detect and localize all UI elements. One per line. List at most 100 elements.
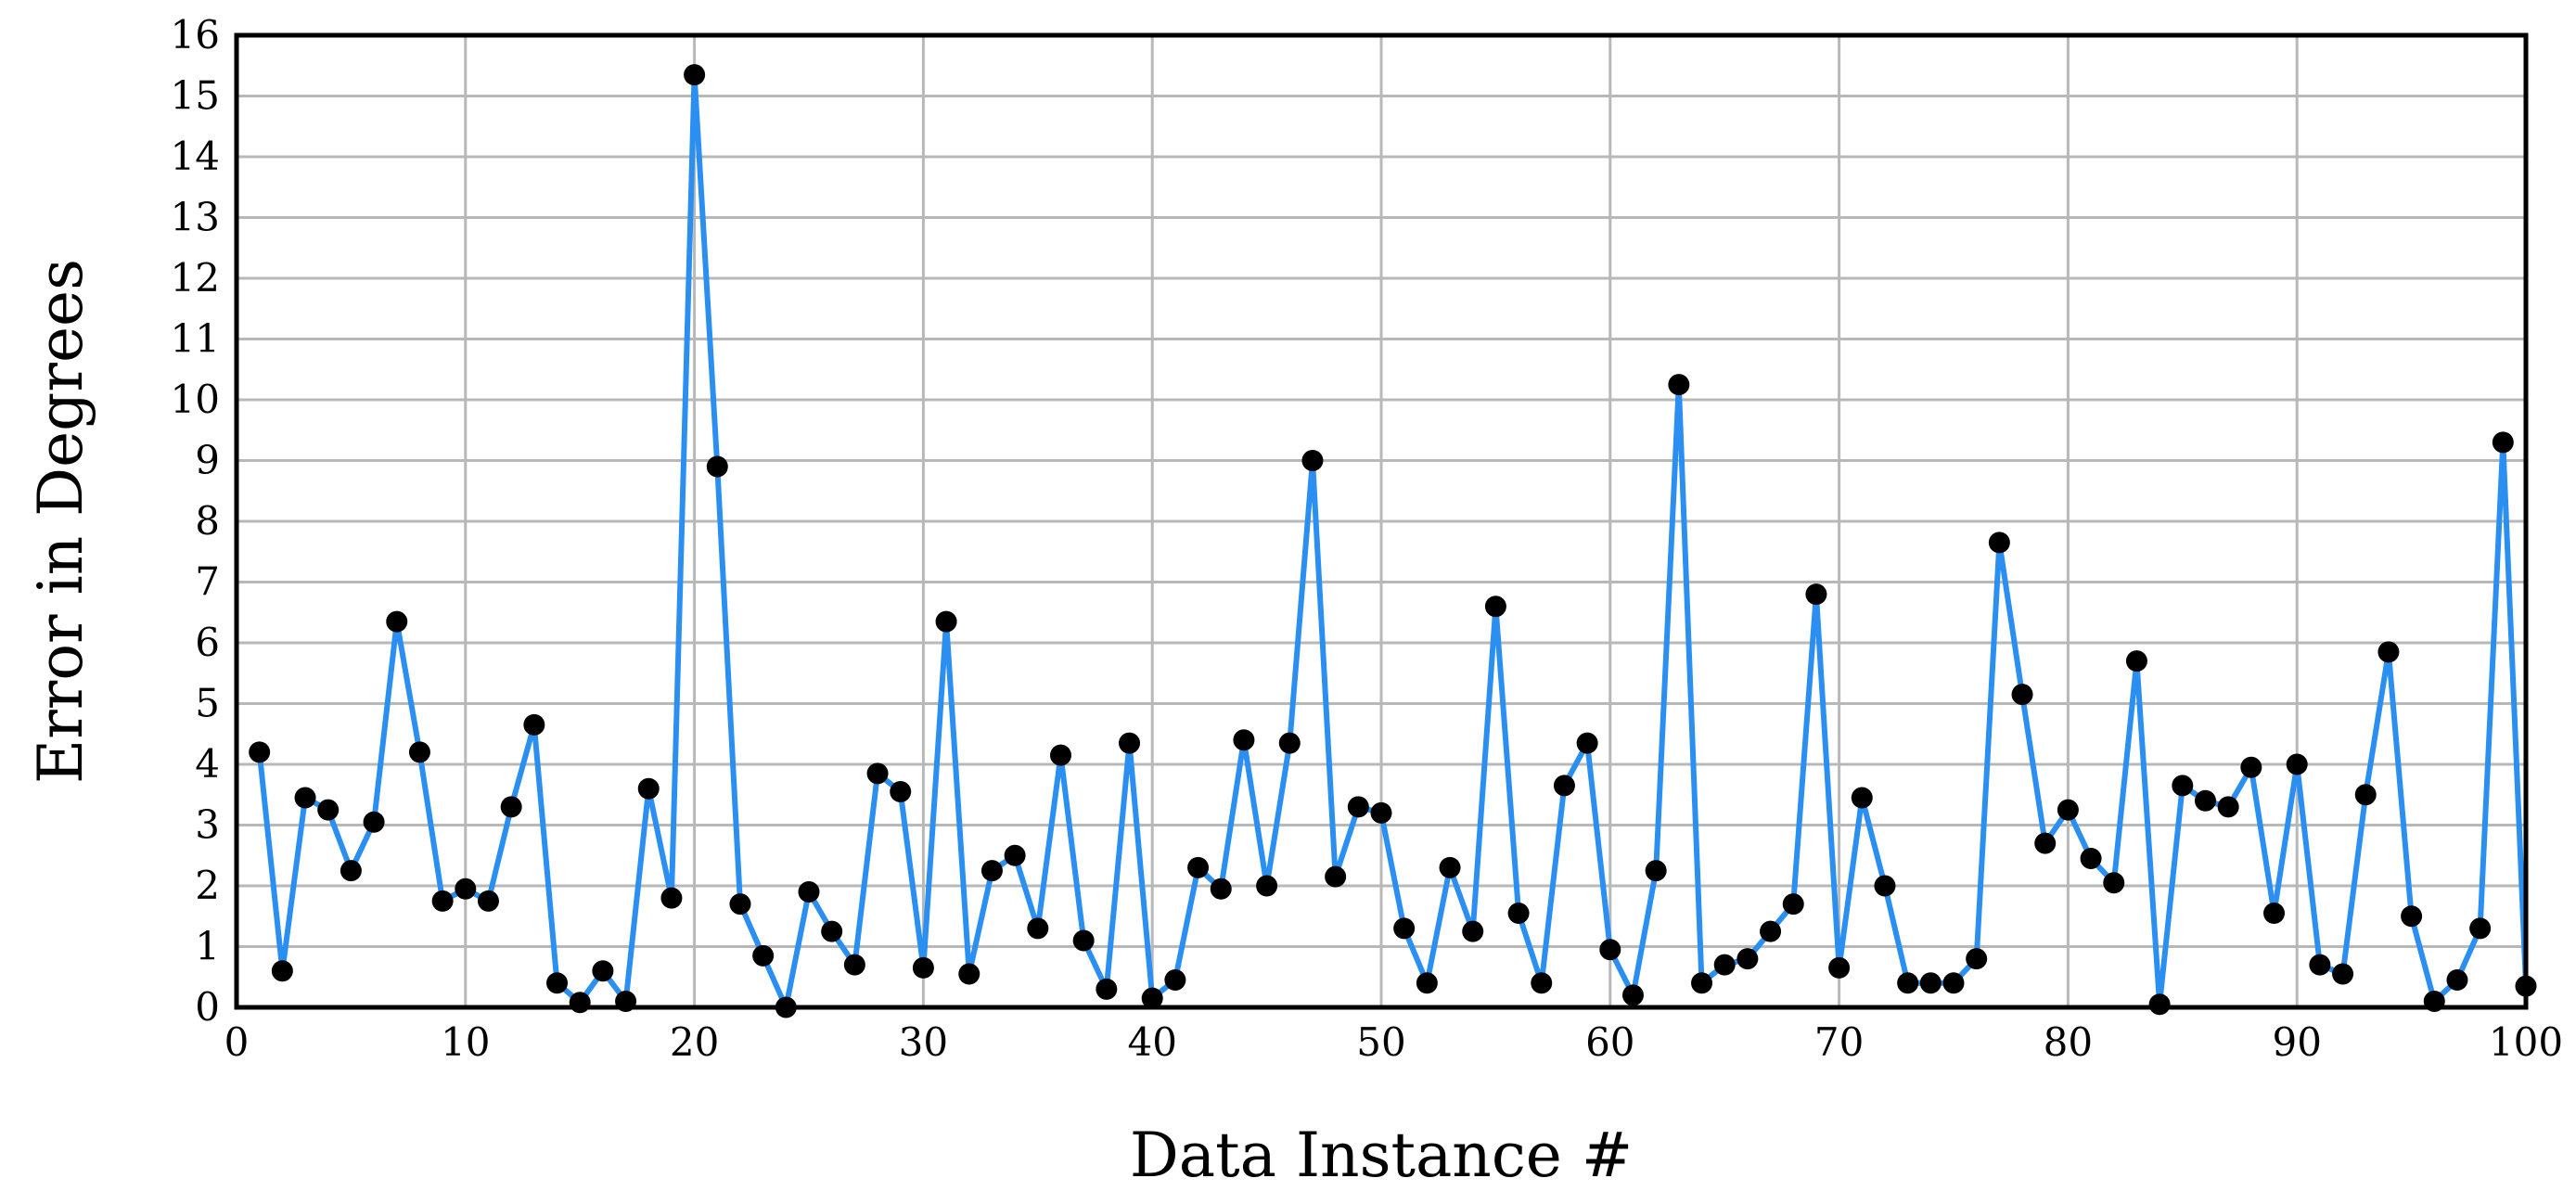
- x-tick-label: 80: [2044, 1019, 2093, 1065]
- data-point: [890, 780, 912, 802]
- data-point: [2263, 902, 2286, 924]
- data-points: [249, 64, 2537, 1018]
- data-point: [1919, 972, 1942, 994]
- data-point: [684, 64, 706, 86]
- data-point: [317, 799, 340, 821]
- y-tick-label: 14: [171, 134, 220, 179]
- data-point: [1096, 978, 1118, 1000]
- x-tick-label: 0: [224, 1019, 250, 1065]
- data-point: [1645, 860, 1667, 882]
- data-point: [1691, 972, 1713, 994]
- data-point: [2401, 905, 2423, 928]
- data-point: [2148, 993, 2171, 1016]
- data-point: [2217, 796, 2239, 818]
- data-point: [1966, 948, 1988, 970]
- data-point: [1851, 787, 1873, 809]
- data-point: [546, 972, 569, 994]
- x-axis-title: Data Instance #: [1130, 1120, 1633, 1191]
- data-point: [1737, 948, 1759, 970]
- data-point: [1668, 374, 1690, 396]
- data-point: [1507, 902, 1530, 924]
- data-point: [2011, 684, 2033, 706]
- y-tick-label: 6: [195, 620, 220, 665]
- data-point: [500, 796, 522, 818]
- data-point: [431, 890, 454, 912]
- data-point: [2377, 641, 2400, 663]
- data-point: [523, 713, 545, 736]
- data-point: [660, 887, 683, 909]
- data-point: [1119, 732, 1141, 754]
- data-point: [1049, 744, 1071, 766]
- data-point: [477, 890, 499, 912]
- plot-frame: [234, 32, 2529, 1010]
- data-point: [1278, 732, 1301, 754]
- data-point: [1553, 775, 1575, 797]
- y-axis-title: Error in Degrees: [25, 259, 96, 784]
- data-point: [2240, 756, 2262, 778]
- data-point: [1439, 856, 1461, 878]
- data-point: [729, 893, 751, 916]
- y-tick-label: 9: [195, 438, 220, 483]
- x-tick-label: 30: [899, 1019, 948, 1065]
- x-tick-label: 20: [670, 1019, 719, 1065]
- data-point: [1462, 920, 1484, 942]
- data-point: [455, 877, 477, 900]
- data-point: [1164, 969, 1186, 992]
- data-point: [592, 960, 614, 982]
- data-point: [1347, 796, 1369, 818]
- data-point: [2332, 963, 2354, 985]
- data-point: [912, 956, 934, 979]
- data-point: [2492, 431, 2514, 454]
- data-point: [1027, 917, 1049, 940]
- data-point: [294, 787, 316, 809]
- data-point: [1874, 875, 1896, 897]
- x-tick-label: 40: [1127, 1019, 1176, 1065]
- y-tick-label: 10: [171, 377, 220, 422]
- data-point: [821, 920, 843, 942]
- series-line: [256, 74, 2529, 1017]
- data-point: [1004, 844, 1026, 866]
- data-point: [958, 963, 980, 985]
- data-point: [1370, 801, 1392, 824]
- y-tick-label: 12: [171, 255, 220, 301]
- data-point: [1233, 729, 1255, 751]
- data-point: [1484, 596, 1506, 618]
- data-point: [2103, 872, 2125, 894]
- data-point: [1942, 972, 1965, 994]
- data-point: [271, 960, 293, 982]
- data-point: [2172, 775, 2194, 797]
- y-tick-label: 0: [195, 984, 220, 1030]
- x-tick-label: 70: [1814, 1019, 1864, 1065]
- data-point: [1760, 920, 1782, 942]
- data-point: [1988, 532, 2010, 554]
- x-axis-ticks: 0 10 20 30 40 50 60 70 80 90 100: [224, 1019, 2563, 1065]
- data-point: [1301, 450, 1324, 471]
- data-point: [340, 860, 362, 882]
- data-point: [1256, 875, 1278, 897]
- x-tick-label: 10: [441, 1019, 490, 1065]
- data-point: [1072, 929, 1095, 952]
- data-point: [2034, 832, 2057, 854]
- y-tick-label: 5: [195, 681, 220, 726]
- data-point: [1805, 583, 1827, 606]
- x-tick-label: 50: [1356, 1019, 1405, 1065]
- data-point: [2354, 784, 2377, 806]
- data-point: [408, 741, 430, 763]
- y-tick-label: 2: [195, 863, 220, 908]
- y-tick-label: 11: [171, 316, 220, 362]
- data-point: [1621, 984, 1644, 1006]
- grid: [235, 33, 2528, 1009]
- data-point: [1531, 972, 1553, 994]
- data-point: [1210, 877, 1232, 900]
- data-point: [843, 954, 865, 976]
- data-point: [1713, 954, 1736, 976]
- data-point: [1416, 972, 1438, 994]
- data-point: [2125, 650, 2147, 672]
- data-point: [1828, 956, 1851, 979]
- y-tick-label: 15: [171, 73, 220, 119]
- data-point: [1599, 939, 1621, 961]
- data-point: [2080, 848, 2102, 870]
- y-tick-label: 7: [195, 559, 220, 605]
